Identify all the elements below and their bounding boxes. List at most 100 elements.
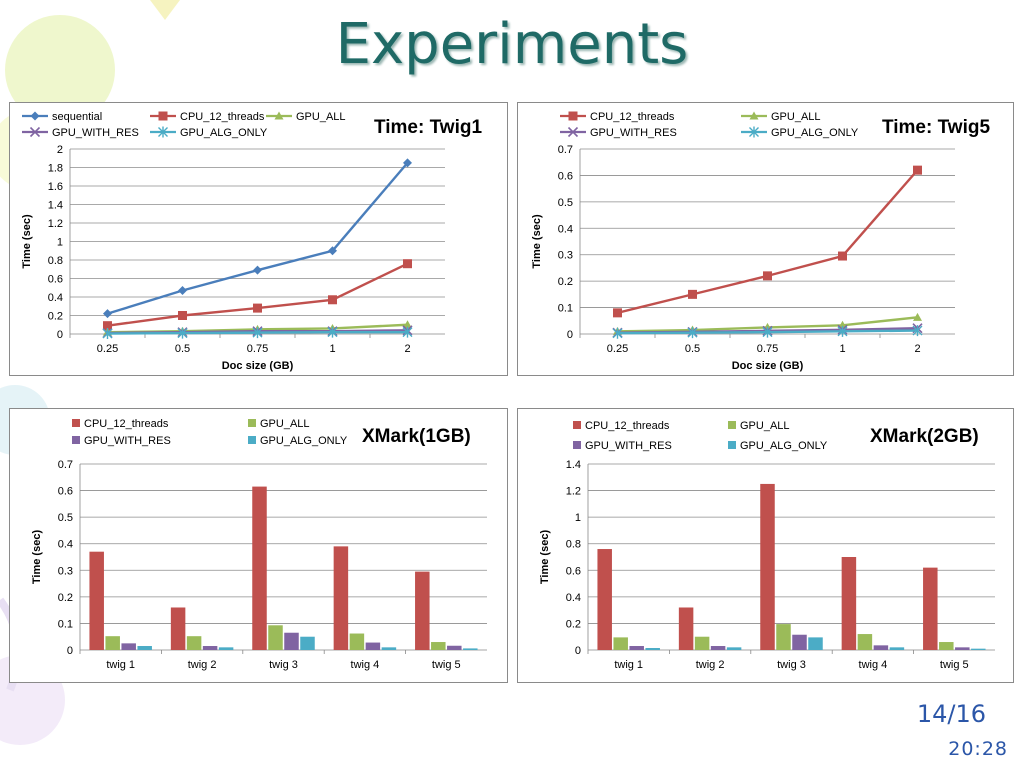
- bar: [365, 642, 381, 650]
- x-tick-label: 0.5: [175, 343, 190, 355]
- y-tick-label: 0.5: [558, 197, 573, 209]
- slide-title: Experiments: [335, 12, 689, 77]
- legend-label: GPU_ALL: [740, 420, 790, 432]
- legend-entry: GPU_ALL: [266, 111, 346, 123]
- legend-entry: GPU_ALL: [248, 418, 310, 430]
- bar: [857, 634, 873, 650]
- legend-label: sequential: [52, 111, 102, 123]
- data-point: [688, 289, 697, 299]
- legend-marker: [749, 111, 759, 120]
- x-tick-label: twig 5: [940, 659, 969, 671]
- legend-entry: GPU_WITH_RES: [22, 126, 139, 139]
- data-point: [102, 328, 113, 340]
- x-tick-label: 2: [404, 343, 410, 355]
- y-axis-label: Time (sec): [531, 214, 543, 269]
- legend-label: GPU_WITH_RES: [585, 440, 672, 452]
- x-tick-label: twig 4: [351, 659, 380, 671]
- bar: [381, 647, 397, 650]
- legend-marker: [274, 111, 284, 120]
- legend-entry: GPU_ALL: [728, 420, 790, 432]
- legend-entry: CPU_12_threads: [573, 420, 670, 432]
- legend-swatch: [728, 421, 736, 429]
- y-tick-label: 0.3: [58, 565, 73, 577]
- bar: [694, 636, 710, 650]
- chart-panel-twig1: 0 0.2 0.4 0.6 0.8 1 1.2 1.4 1.6 1.8 2 0.25 0.5 0.75 1 2…: [9, 102, 508, 376]
- bar: [710, 646, 726, 650]
- series-GPU_ALL: [105, 625, 446, 650]
- bar: [726, 647, 742, 650]
- series-GPU_ALG_ONLY: [102, 326, 413, 340]
- y-tick-label: 0.1: [558, 303, 573, 315]
- bar: [137, 646, 152, 650]
- legend-label: GPU_ALG_ONLY: [740, 440, 828, 452]
- chart-twig5: 0 0.1 0.2 0.3 0.4 0.5 0.6 0.7 0.25 0.5 0.75 1 2 Doc s…: [531, 111, 955, 372]
- series-GPU_ALG_ONLY: [645, 637, 986, 650]
- bar: [939, 642, 954, 650]
- x-tick-label: 0.25: [607, 343, 628, 355]
- series-CPU_12_threads: [613, 165, 922, 318]
- bar: [202, 646, 218, 650]
- y-tick-label: 0.6: [58, 486, 73, 498]
- y-tick-label: 0.2: [566, 618, 581, 630]
- legend-label: GPU_ALG_ONLY: [771, 127, 859, 139]
- data-point: [103, 321, 112, 331]
- legend-marker: [30, 111, 40, 121]
- data-point: [327, 326, 338, 338]
- y-tick-label: 1.2: [48, 218, 63, 230]
- bar: [889, 647, 905, 650]
- bar: [613, 637, 628, 650]
- data-point: [178, 286, 187, 296]
- legend-label: GPU_WITH_RES: [590, 127, 677, 139]
- x-axis-label: Doc size (GB): [222, 360, 294, 372]
- legend-marker: [567, 126, 579, 138]
- legend-label: CPU_12_threads: [590, 111, 675, 123]
- y-tick-label: 0.7: [58, 459, 73, 471]
- y-tick-label: 0.7: [558, 144, 573, 156]
- bar: [89, 551, 104, 650]
- series-GPU_ALG_ONLY: [137, 636, 478, 650]
- bar: [629, 646, 644, 650]
- chart-panel-twig5: 0 0.1 0.2 0.3 0.4 0.5 0.6 0.7 0.25 0.5 0.75 1 2 Doc s…: [517, 102, 1014, 376]
- data-point: [328, 295, 337, 305]
- data-point: [912, 325, 923, 337]
- series-line: [617, 169, 919, 315]
- bar: [463, 648, 478, 650]
- bar: [170, 607, 186, 650]
- y-tick-label: 0.6: [48, 274, 63, 286]
- data-point: [177, 327, 188, 339]
- y-tick-label: 0: [57, 329, 63, 341]
- legend-marker: [158, 126, 168, 138]
- y-axis-label: Time (sec): [31, 530, 43, 585]
- legend-label: GPU_ALL: [296, 111, 346, 123]
- legend-entry: GPU_WITH_RES: [573, 440, 672, 452]
- y-tick-label: 0.4: [558, 223, 573, 235]
- y-tick-label: 0: [67, 645, 73, 657]
- y-tick-label: 0.2: [48, 311, 63, 323]
- data-point: [613, 308, 622, 318]
- y-tick-label: 0.4: [58, 539, 73, 551]
- data-point: [687, 327, 698, 339]
- y-tick-label: 0.8: [48, 255, 63, 267]
- x-tick-label: twig 1: [106, 659, 135, 671]
- y-tick-label: 1: [575, 512, 581, 524]
- legend-label: GPU_WITH_RES: [84, 435, 171, 447]
- legend-label: GPU_ALL: [771, 111, 821, 123]
- x-tick-label: twig 2: [696, 659, 725, 671]
- data-point: [328, 246, 337, 256]
- chart-title: XMark(1GB): [362, 426, 471, 447]
- legend-swatch: [248, 419, 256, 427]
- y-tick-label: 0.1: [58, 618, 73, 630]
- y-tick-label: 0.4: [566, 592, 581, 604]
- y-tick-label: 1.4: [566, 459, 581, 471]
- bar: [431, 642, 446, 650]
- data-point: [913, 312, 922, 321]
- data-point: [762, 326, 773, 338]
- y-tick-label: 1.8: [48, 163, 63, 175]
- legend-marker: [568, 111, 578, 121]
- data-point: [763, 271, 772, 281]
- bar: [955, 647, 970, 650]
- legend-label: GPU_ALL: [260, 418, 310, 430]
- legend-entry: GPU_WITH_RES: [72, 435, 171, 447]
- bar: [597, 549, 612, 650]
- x-tick-label: twig 3: [777, 659, 806, 671]
